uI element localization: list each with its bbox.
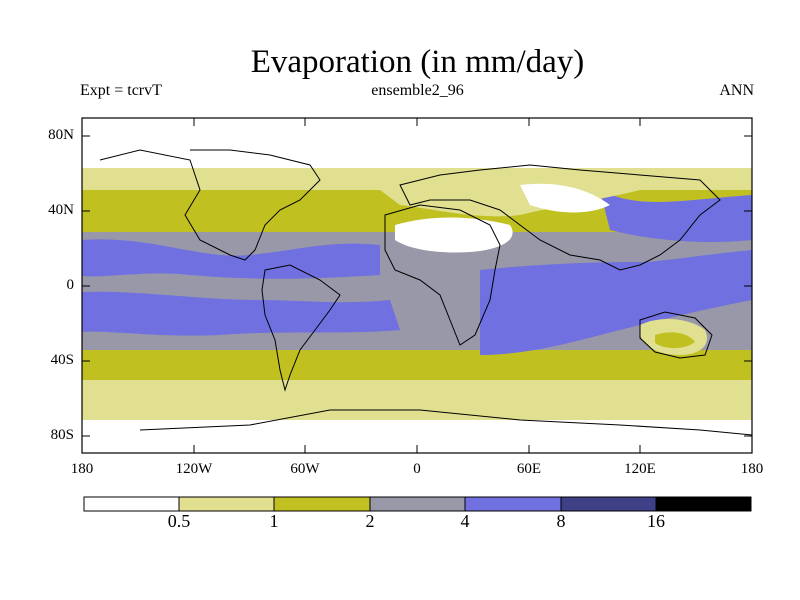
colorbar-swatch-0	[83, 496, 180, 512]
antarctica-coast	[139, 409, 752, 436]
colorbar-label: 4	[460, 511, 470, 531]
colorbar-swatch-6	[655, 496, 752, 512]
lat-tick-label: 40N	[48, 202, 74, 218]
north-america-coast	[99, 149, 321, 261]
kuroshio-high	[600, 190, 752, 242]
axis-ticks	[82, 118, 752, 453]
experiment-label: Expt = tcrvT	[80, 82, 162, 99]
colorbar-swatch-5	[560, 496, 657, 512]
colorbar-label: 0.5	[167, 511, 191, 531]
colorbar-label: 2	[365, 511, 375, 531]
band-1-2-south	[82, 350, 752, 382]
central-asia-min	[520, 183, 610, 213]
colorbar	[83, 496, 752, 512]
south-america-coast	[261, 264, 341, 392]
lat-tick-label: 80S	[50, 427, 74, 443]
lon-tick-label: 120E	[624, 461, 656, 477]
lon-tick-label: 0	[413, 461, 421, 477]
lon-tick-label: 60E	[516, 461, 542, 477]
season-label: ANN	[719, 82, 754, 99]
colorbar-label: 8	[556, 511, 566, 531]
lat-tick-label: 0	[66, 277, 75, 293]
colorbar-swatch-2	[273, 496, 371, 512]
sahara-arabia-min	[395, 217, 513, 253]
eurasia-coast	[399, 164, 721, 271]
lon-tick-label: 120W	[175, 461, 213, 477]
map-title: Evaporation (in mm/day)	[250, 44, 585, 80]
south-pacific-high	[82, 291, 400, 336]
evaporation-field	[82, 118, 752, 453]
lon-tick-label: 180	[740, 461, 764, 477]
ensemble-label: ensemble2_96	[371, 82, 464, 99]
africa-coast	[384, 204, 501, 346]
australia-coast	[639, 311, 713, 359]
australia-edge	[655, 332, 695, 349]
lat-tick-label: 80N	[48, 127, 74, 143]
indian-ocean-high	[480, 250, 752, 355]
eurasia-low	[380, 174, 640, 217]
colorbar-label: 1	[269, 511, 279, 531]
colorbar-swatch-3	[369, 496, 466, 512]
lon-tick-label: 180	[70, 461, 94, 477]
colorbar-label: 16	[647, 511, 665, 531]
colorbar-swatch-4	[464, 496, 562, 512]
coastlines	[99, 149, 752, 436]
band-0-5-1-south	[82, 380, 752, 420]
lat-tick-label: 40S	[50, 352, 74, 368]
lon-tick-label: 60W	[290, 461, 320, 477]
north-atlantic-pacific-high	[82, 239, 380, 279]
colorbar-swatch-1	[178, 496, 275, 512]
